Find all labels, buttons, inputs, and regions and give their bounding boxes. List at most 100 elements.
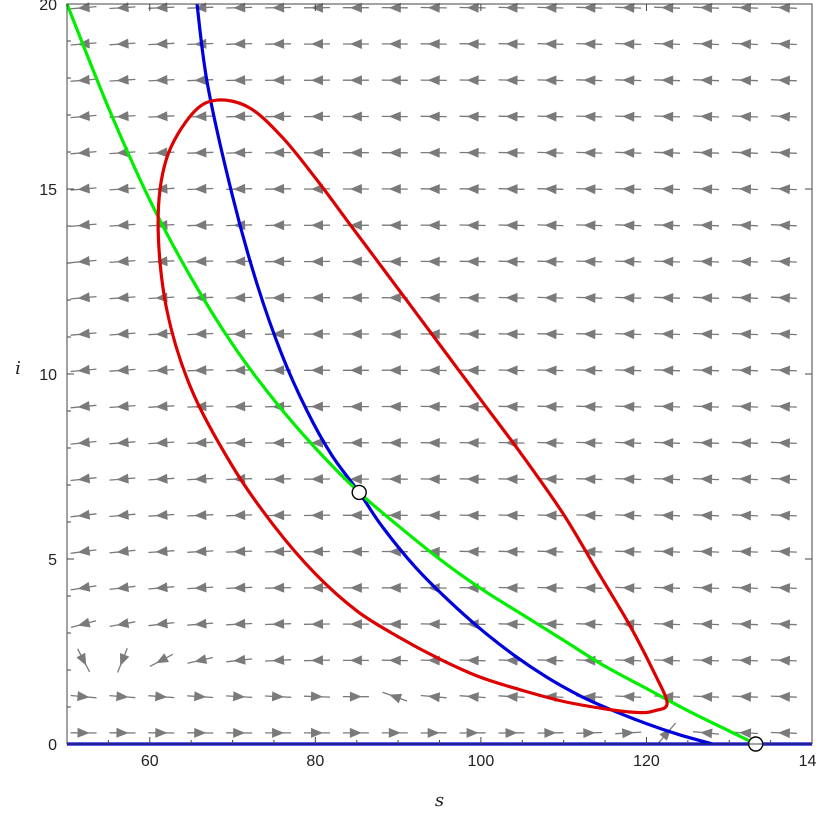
stream-arrow xyxy=(70,328,97,339)
stream-arrow xyxy=(226,111,253,122)
stream-arrow xyxy=(615,75,642,86)
stream-arrow xyxy=(381,256,408,267)
stream-arrow xyxy=(498,728,525,738)
stream-arrow xyxy=(654,438,681,448)
stream-arrow xyxy=(265,147,292,158)
limit-cycle xyxy=(156,98,669,715)
stream-arrow xyxy=(654,546,681,557)
stream-arrow xyxy=(381,582,408,593)
stream-arrow xyxy=(420,256,447,267)
stream-arrow xyxy=(265,437,292,448)
stream-arrow xyxy=(148,582,175,593)
stream-arrow xyxy=(537,438,564,448)
stream-arrow xyxy=(265,727,292,738)
stream-arrow xyxy=(576,184,603,195)
stream-arrow xyxy=(70,256,97,266)
stream-arrow xyxy=(654,365,681,376)
stream-arrow xyxy=(731,2,758,13)
stream-arrow xyxy=(226,727,253,738)
stream-arrow xyxy=(770,438,797,449)
stream-arrow xyxy=(342,329,369,339)
stream-arrow xyxy=(342,619,369,630)
stream-arrow xyxy=(342,582,369,593)
stream-arrow xyxy=(693,619,720,630)
y-tick-label: 20 xyxy=(39,0,57,14)
equilibrium-point xyxy=(351,484,367,501)
stream-arrow xyxy=(537,184,564,195)
stream-arrow xyxy=(654,111,681,122)
stream-arrow xyxy=(187,147,214,158)
stream-arrow xyxy=(265,474,292,484)
stream-arrow xyxy=(303,655,331,666)
stream-arrow xyxy=(148,292,175,303)
stream-arrow xyxy=(303,510,331,521)
stream-arrow xyxy=(109,147,136,158)
stream-arrow xyxy=(381,619,408,630)
stream-arrow xyxy=(537,655,564,666)
stream-arrow xyxy=(109,509,136,520)
stream-arrow xyxy=(303,582,331,593)
stream-arrow xyxy=(537,220,564,231)
stream-arrow xyxy=(693,111,720,122)
stream-arrow xyxy=(342,2,369,13)
stream-arrow xyxy=(70,111,97,121)
stream-arrow xyxy=(187,75,214,85)
stream-arrow xyxy=(226,292,253,303)
stream-arrow xyxy=(731,691,758,702)
stream-arrow xyxy=(303,292,331,303)
stream-arrow xyxy=(770,510,797,521)
stream-arrow xyxy=(498,329,525,340)
stream-arrow xyxy=(615,147,642,158)
stream-arrow xyxy=(770,3,797,13)
stream-arrow xyxy=(693,2,720,13)
stream-arrow xyxy=(654,655,681,666)
stream-arrow xyxy=(70,545,97,556)
stream-arrow xyxy=(265,111,292,122)
stream-arrow xyxy=(382,691,408,704)
stream-arrow xyxy=(303,2,331,13)
stream-arrow xyxy=(304,727,330,738)
stream-arrow xyxy=(226,510,253,521)
stream-arrow xyxy=(226,691,253,702)
stream-arrow xyxy=(420,474,447,485)
stream-arrow xyxy=(615,438,642,448)
stream-arrow xyxy=(303,38,331,49)
stream-arrow xyxy=(381,401,408,412)
stream-arrow xyxy=(342,147,369,158)
stream-arrow xyxy=(770,728,797,739)
x-tick-label: 140 xyxy=(799,753,817,770)
stream-arrow xyxy=(731,148,758,158)
stream-arrow xyxy=(693,438,720,448)
x-axis-label: s xyxy=(435,790,444,811)
stream-arrow xyxy=(576,365,603,376)
stream-arrow xyxy=(109,401,136,412)
stream-arrow xyxy=(576,293,603,303)
stream-arrow xyxy=(693,184,720,195)
stream-arrow xyxy=(187,328,214,339)
stream-arrow xyxy=(303,75,331,86)
stream-arrow xyxy=(76,648,91,673)
stream-arrow xyxy=(770,691,797,702)
stream-arrow xyxy=(70,401,97,411)
stream-arrow xyxy=(420,147,447,158)
stream-arrow xyxy=(576,438,603,448)
stream-arrow xyxy=(693,293,720,303)
stream-arrow xyxy=(381,147,408,158)
stream-arrow xyxy=(381,437,408,448)
stream-arrow xyxy=(615,401,642,412)
stream-arrow xyxy=(770,329,797,340)
stream-arrow xyxy=(148,2,175,13)
stream-arrow xyxy=(498,39,525,50)
stream-arrow xyxy=(731,510,758,521)
stream-arrow xyxy=(187,365,214,376)
stream-arrow xyxy=(187,727,214,738)
stream-arrow xyxy=(459,692,486,702)
stream-arrow xyxy=(693,75,720,86)
stream-arrow xyxy=(116,648,130,673)
stream-arrow xyxy=(226,147,253,158)
stream-arrow xyxy=(731,256,758,267)
stream-arrow xyxy=(731,365,758,376)
stream-arrow xyxy=(187,256,214,267)
stream-arrow xyxy=(537,147,564,158)
